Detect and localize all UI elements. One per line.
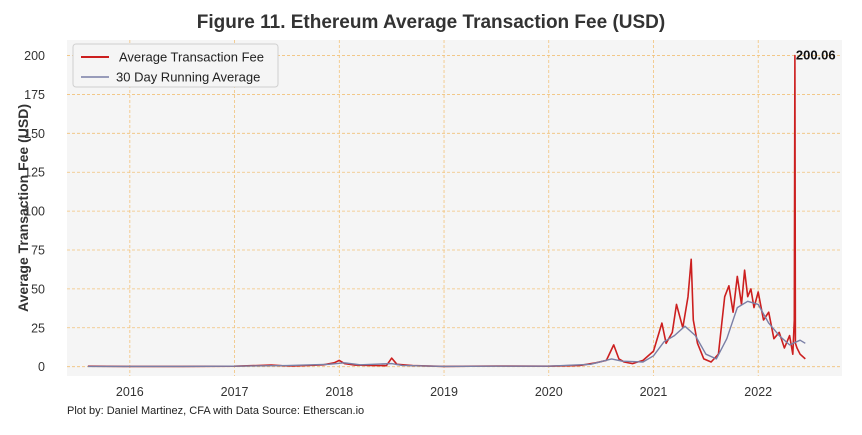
y-tick-label: 0	[38, 360, 45, 374]
grid-lines	[67, 40, 842, 376]
series-layer	[87, 54, 806, 368]
series-average-line	[87, 300, 806, 368]
legend-label-average: 30 Day Running Average	[116, 70, 260, 85]
plot-background	[67, 40, 842, 376]
x-tick-label: 2017	[221, 385, 249, 399]
legend-box	[72, 43, 279, 88]
x-tick-label: 2022	[744, 385, 772, 399]
x-tick-label: 2018	[325, 385, 353, 399]
peak-annotation: 200.06	[796, 47, 836, 62]
y-tick-label: 100	[24, 205, 45, 219]
axis-ticks: 2016 2017 2018 2019 2020 2021 2022 0 25 50 75 100 12…	[24, 49, 772, 399]
y-tick-label: 150	[24, 127, 45, 141]
y-tick-label: 50	[31, 282, 45, 296]
x-tick-label: 2021	[640, 385, 668, 399]
legend-label-fee: Average Transaction Fee	[119, 50, 264, 65]
footnote: Plot by: Daniel Martinez, CFA with Data …	[67, 405, 365, 417]
legend: Average Transaction Fee 30 Day Running A…	[72, 43, 279, 88]
x-tick-label: 2019	[430, 385, 458, 399]
y-tick-label: 25	[31, 321, 45, 335]
y-tick-label: 75	[31, 244, 45, 258]
y-axis-label: Average Transaction Fee (USD)	[15, 104, 31, 312]
x-tick-label: 2016	[116, 385, 144, 399]
chart-title: Figure 11. Ethereum Average Transaction …	[196, 12, 666, 33]
y-tick-label: 175	[24, 88, 45, 102]
x-tick-label: 2020	[535, 385, 563, 399]
y-tick-label: 200	[24, 49, 45, 63]
y-tick-label: 125	[24, 166, 45, 180]
